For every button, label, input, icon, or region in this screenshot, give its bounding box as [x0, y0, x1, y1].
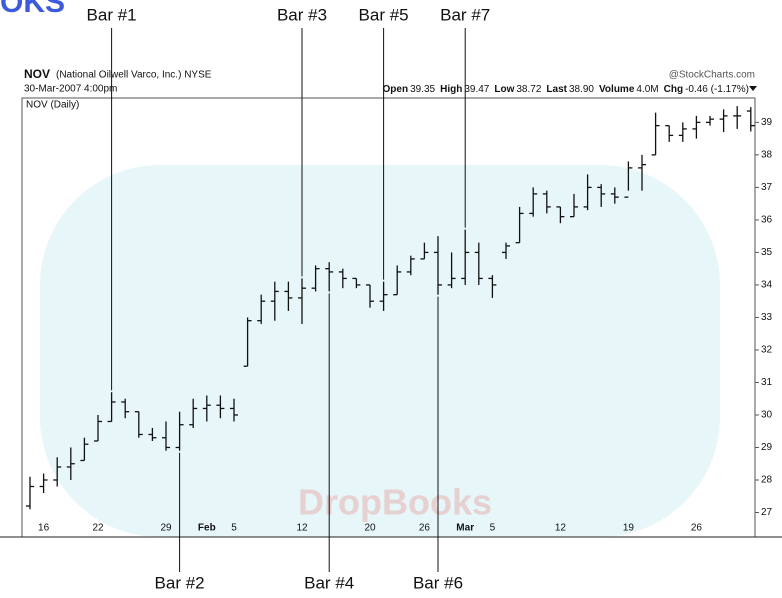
annotation: Bar #1	[87, 5, 137, 24]
chart: DropBooks OKS NOV (National Oilwell Varc…	[0, 0, 782, 598]
dropdown-arrow	[749, 86, 757, 91]
quote-label: Low	[494, 84, 514, 95]
y-tick-label: 33	[761, 312, 773, 323]
x-tick-label: 20	[364, 523, 376, 534]
y-tick-label: 34	[761, 280, 773, 291]
x-tick-label: 26	[419, 523, 431, 534]
source: @StockCharts.com	[669, 70, 755, 81]
y-tick-label: 35	[761, 247, 773, 258]
x-tick-label: Mar	[456, 523, 474, 534]
x-tick-label: 26	[691, 523, 703, 534]
y-tick-label: 36	[761, 215, 773, 226]
annotation: Bar #3	[277, 5, 327, 24]
y-tick-label: 30	[761, 410, 773, 421]
annotation: Bar #5	[359, 5, 409, 24]
quote-value: -0.46 (-1.17%)	[685, 84, 749, 95]
quote-value: 39.35	[410, 84, 435, 95]
x-tick-label: 12	[555, 523, 567, 534]
quote-value: 39.47	[464, 84, 489, 95]
annotation: Bar #2	[155, 573, 205, 592]
annotation: Bar #7	[440, 5, 490, 24]
quote-label: Open	[383, 84, 409, 95]
quote-label: Chg	[664, 84, 683, 95]
quote-value: 4.0M	[636, 84, 658, 95]
quote-label: Last	[546, 84, 567, 95]
y-tick-label: 28	[761, 475, 773, 486]
quote-value: 38.90	[569, 84, 594, 95]
y-tick-label: 39	[761, 117, 773, 128]
x-tick-label: 29	[160, 523, 172, 534]
symbol: NOV	[24, 67, 50, 81]
x-tick-label: 12	[296, 523, 308, 534]
company: (National Oilwell Varco, Inc.) NYSE	[56, 70, 212, 81]
quote-label: Volume	[599, 84, 635, 95]
y-tick-label: 38	[761, 150, 773, 161]
y-tick-label: 37	[761, 182, 773, 193]
timestamp: 30-Mar-2007 4:00pm	[24, 84, 117, 95]
subtitle: NOV (Daily)	[26, 100, 79, 111]
y-tick-label: 31	[761, 377, 773, 388]
y-tick-label: 32	[761, 345, 773, 356]
x-tick-label: 5	[231, 523, 237, 534]
annotation: Bar #6	[413, 573, 463, 592]
y-tick-label: 29	[761, 442, 773, 453]
annotation: Bar #4	[304, 573, 354, 592]
y-tick-label: 27	[761, 507, 773, 518]
quote-value: 38.72	[516, 84, 541, 95]
x-tick-label: 19	[623, 523, 635, 534]
x-tick-label: 5	[490, 523, 496, 534]
quote-label: High	[440, 84, 462, 95]
x-tick-label: 22	[92, 523, 104, 534]
x-tick-label: 16	[38, 523, 50, 534]
logo: OKS	[0, 0, 65, 19]
watermark: DropBooks	[298, 482, 492, 523]
x-tick-label: Feb	[198, 523, 216, 534]
